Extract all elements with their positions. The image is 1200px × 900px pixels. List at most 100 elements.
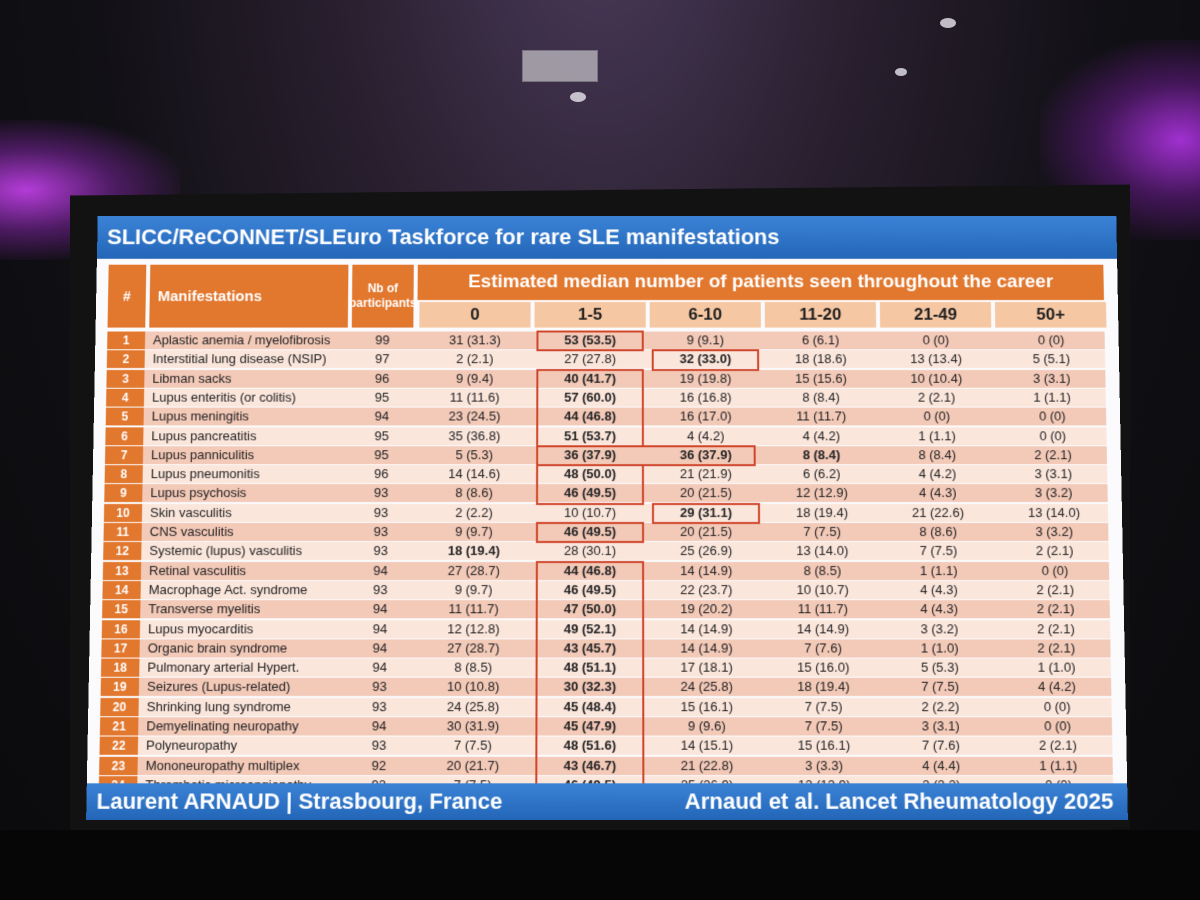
- value-cell: 3 (3.1): [884, 717, 997, 735]
- value-cell: 0 (0): [995, 332, 1107, 350]
- value-cell: 7 (7.5): [884, 678, 997, 696]
- value-cell: 2 (2.1): [881, 389, 993, 407]
- value-cell: 5 (5.3): [883, 659, 996, 677]
- manifestation-name: Lupus psychosis: [146, 484, 350, 502]
- value-cell: 4 (4.3): [883, 581, 996, 599]
- header-participants: Nb of participants: [352, 265, 414, 328]
- row-number: 15: [102, 600, 140, 618]
- table-row: 19 Seizures (Lupus-related) 93 10 (10.8) 30 …: [101, 678, 1112, 696]
- value-cell: 4 (4.2): [881, 465, 993, 483]
- value-cell: 8 (8.4): [766, 446, 878, 464]
- participants-count: 95: [351, 427, 413, 445]
- row-number: 4: [106, 389, 144, 407]
- value-cell: 11 (11.7): [765, 408, 877, 426]
- row-number: 12: [103, 542, 141, 560]
- value-cell: 3 (3.2): [998, 523, 1110, 541]
- value-cell: 20 (21.5): [650, 523, 762, 541]
- value-cell: 46 (49.5): [534, 581, 646, 599]
- table-row: 3 Libman sacks 96 9 (9.4) 40 (41.7) 19 (19.8)…: [106, 370, 1105, 388]
- table-row: 23 Mononeuropathy multiplex 92 20 (21.7) 43 …: [99, 756, 1113, 774]
- manifestation-name: Polyneuropathy: [142, 737, 348, 755]
- value-cell: 10 (10.7): [534, 504, 646, 522]
- row-number: 5: [106, 408, 144, 426]
- value-cell: 14 (14.9): [650, 620, 763, 638]
- manifestation-name: Pulmonary arterial Hypert.: [143, 659, 348, 677]
- value-cell: 2 (2.1): [999, 581, 1112, 599]
- value-cell: 47 (50.0): [534, 600, 646, 618]
- row-number: 3: [106, 370, 144, 388]
- value-cell: 8 (8.5): [417, 659, 530, 677]
- value-cell: 1 (1.1): [882, 562, 994, 580]
- value-cell: 13 (13.4): [880, 351, 992, 369]
- value-cell: 48 (51.6): [533, 737, 646, 755]
- value-cell: 4 (4.4): [884, 756, 997, 774]
- participants-count: 93: [350, 523, 412, 541]
- value-cell: 15 (16.1): [767, 737, 880, 755]
- participants-count: 93: [350, 484, 412, 502]
- manifestation-name: Demyelinating neuropathy: [142, 717, 348, 735]
- manifestation-name: Interstitial lung disease (NSIP): [149, 351, 352, 369]
- manifestation-name: Lupus myocarditis: [144, 620, 349, 638]
- participants-count: 94: [349, 562, 411, 580]
- row-number: 18: [101, 659, 140, 677]
- manifestation-name: Systemic (lupus) vasculitis: [145, 542, 350, 560]
- value-cell: 7 (7.5): [766, 523, 878, 541]
- table-row: 17 Organic brain syndrome 94 27 (28.7) 43 (4…: [101, 639, 1110, 657]
- row-number: 13: [103, 562, 141, 580]
- ceiling-light: [940, 18, 956, 28]
- value-cell: 23 (24.5): [419, 408, 531, 426]
- value-cell: 7 (7.5): [882, 542, 994, 560]
- value-cell: 30 (32.3): [534, 678, 647, 696]
- value-cell: 19 (20.2): [650, 600, 762, 618]
- value-cell: 2 (2.1): [997, 446, 1109, 464]
- citation: Arnaud et al. Lancet Rheumatology 2025: [685, 783, 1114, 820]
- presentation-slide: SLICC/ReCONNET/SLEuro Taskforce for rare…: [86, 216, 1128, 820]
- value-cell: 0 (0): [999, 562, 1112, 580]
- value-cell: 13 (14.0): [766, 542, 878, 560]
- bin-header: 11-20: [765, 302, 876, 328]
- manifestation-name: Shrinking lung syndrome: [143, 698, 349, 716]
- value-cell: 19 (19.8): [650, 370, 761, 388]
- value-cell: 4 (4.3): [882, 484, 994, 502]
- value-cell: 2 (2.2): [884, 698, 997, 716]
- value-cell: 7 (7.6): [884, 737, 997, 755]
- presenter-name: Laurent ARNAUD | Strasbourg, France: [96, 783, 502, 820]
- value-cell: 46 (49.5): [534, 523, 646, 541]
- row-number: 17: [101, 639, 140, 657]
- manifestation-name: Transverse myelitis: [144, 600, 349, 618]
- participants-count: 93: [348, 698, 411, 716]
- value-cell: 10 (10.7): [766, 581, 878, 599]
- value-cell: 8 (8.6): [882, 523, 994, 541]
- value-cell: 8 (8.5): [766, 562, 878, 580]
- value-cell: 51 (53.7): [534, 427, 646, 445]
- value-cell: 53 (53.5): [534, 332, 645, 350]
- participants-count: 94: [349, 600, 411, 618]
- value-cell: 0 (0): [996, 408, 1108, 426]
- value-cell: 3 (3.1): [997, 465, 1109, 483]
- value-cell: 14 (14.6): [418, 465, 530, 483]
- participants-count: 93: [348, 678, 411, 696]
- value-cell: 45 (47.9): [533, 717, 646, 735]
- value-cell: 36 (37.9): [534, 446, 646, 464]
- value-cell: 36 (37.9): [650, 446, 762, 464]
- table-row: 14 Macrophage Act. syndrome 93 9 (9.7) 46 (4…: [102, 581, 1109, 599]
- value-cell: 7 (7.5): [416, 737, 529, 755]
- value-cell: 14 (14.9): [767, 620, 880, 638]
- participants-count: 92: [347, 756, 410, 774]
- table-row: 9 Lupus psychosis 93 8 (8.6) 46 (49.5) 20 (21…: [104, 484, 1108, 502]
- value-cell: 25 (26.9): [650, 542, 762, 560]
- table-row: 2 Interstitial lung disease (NSIP) 97 2 (2.…: [107, 351, 1106, 369]
- participants-count: 94: [349, 620, 411, 638]
- participants-count: 93: [350, 542, 412, 560]
- ceiling-light: [895, 68, 907, 76]
- table-row: 18 Pulmonary arterial Hypert. 94 8 (8.5) 48 …: [101, 659, 1111, 677]
- value-cell: 18 (19.4): [766, 504, 878, 522]
- manifestation-name: Seizures (Lupus-related): [143, 678, 349, 696]
- value-cell: 7 (7.6): [767, 639, 880, 657]
- row-number: 6: [105, 427, 143, 445]
- value-cell: 15 (15.6): [765, 370, 877, 388]
- value-cell: 2 (2.1): [1000, 620, 1113, 638]
- value-cell: 2 (2.1): [419, 351, 530, 369]
- row-number: 19: [101, 678, 140, 696]
- value-cell: 2 (2.1): [998, 542, 1110, 560]
